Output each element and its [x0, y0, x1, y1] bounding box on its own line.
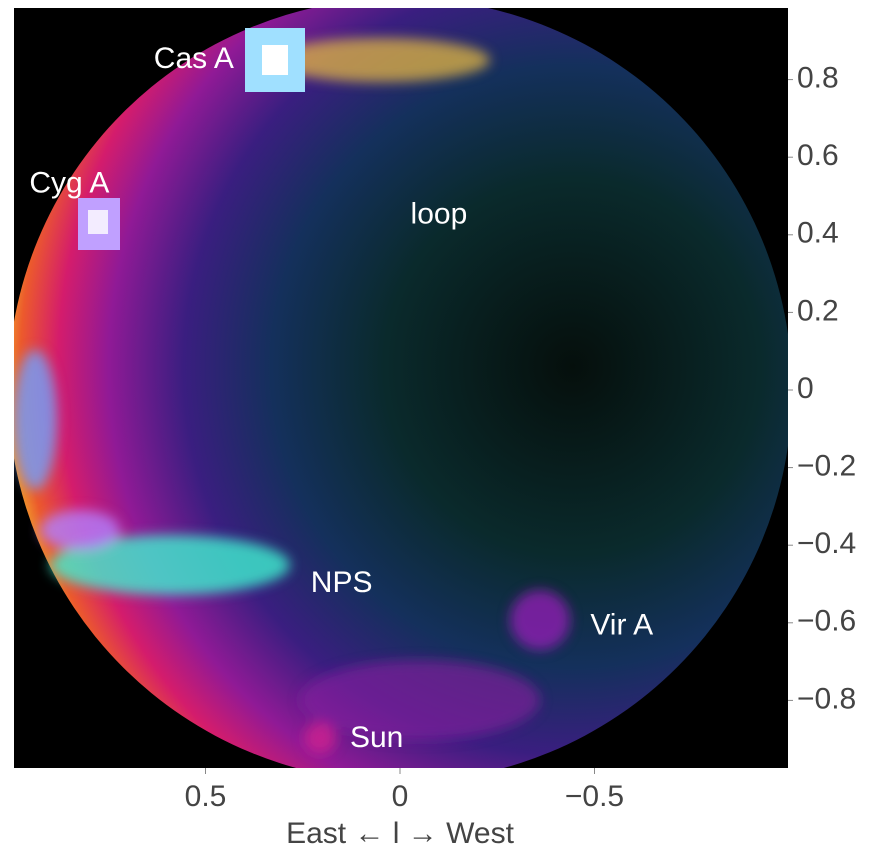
y-tick-label: −0.4 [797, 527, 856, 560]
y-tick-label: 0.4 [797, 217, 839, 250]
y-tick-label: 0.8 [797, 62, 839, 95]
y-tick-label: 0.2 [797, 294, 839, 327]
annotation: Cas A [154, 42, 234, 75]
x-tick-label: 0.5 [185, 780, 227, 813]
y-tick-label: 0.6 [797, 139, 839, 172]
y-tick-label: 0 [797, 372, 814, 405]
y-tick-label: −0.8 [797, 682, 856, 715]
x-axis-label: East ← l → West [286, 817, 514, 850]
annotation: NPS [311, 566, 373, 599]
annotation: Cyg A [29, 166, 109, 199]
y-tick-label: −0.2 [797, 450, 856, 483]
x-tick-label: −0.5 [565, 780, 624, 813]
sky-map [14, 8, 788, 768]
y-tick-label: −0.6 [797, 605, 856, 638]
annotation: Vir A [590, 609, 653, 642]
annotation: loop [411, 197, 468, 230]
annotation: Sun [350, 721, 403, 754]
x-tick-label: 0 [392, 780, 409, 813]
